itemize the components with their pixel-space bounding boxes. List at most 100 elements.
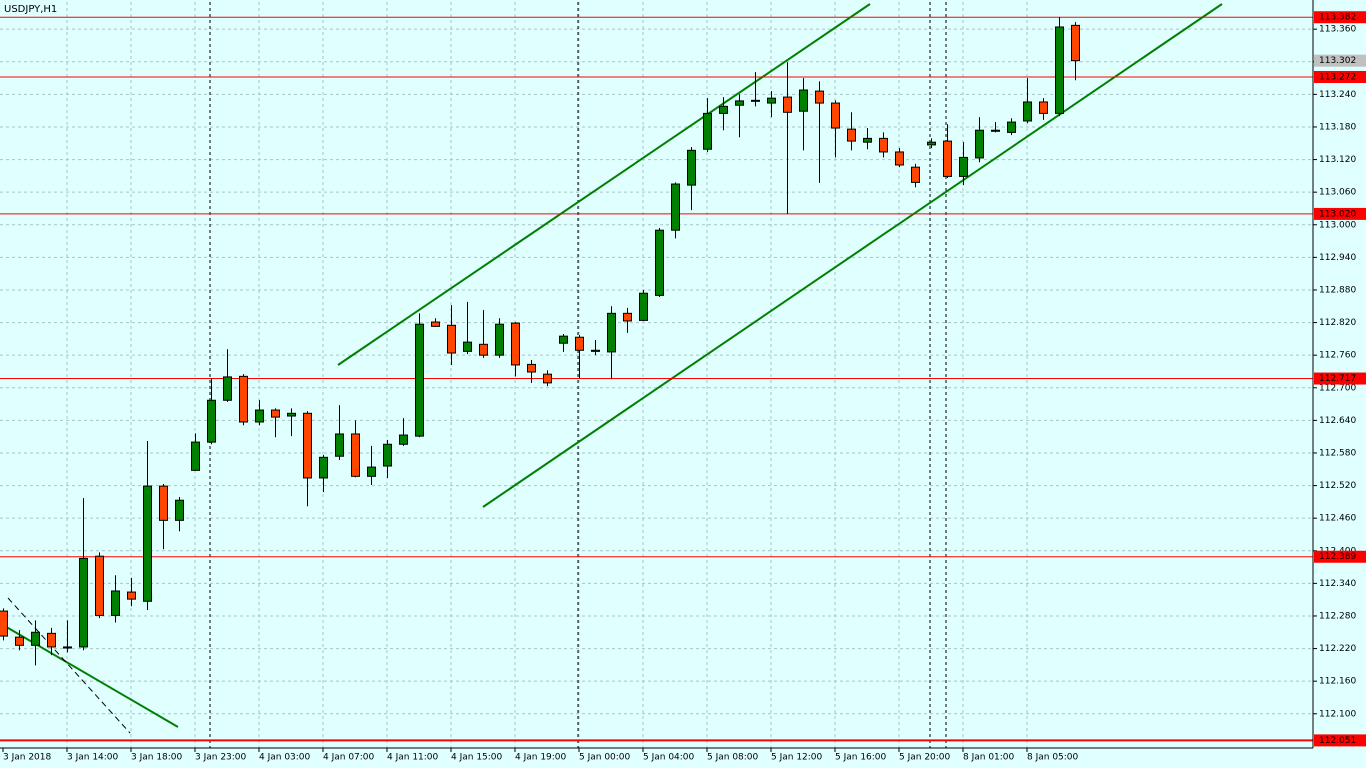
- candle-body: [303, 412, 312, 479]
- candle-body: [751, 99, 760, 102]
- y-tick-label: 113.000: [1319, 220, 1356, 230]
- x-tick-label: 4 Jan 19:00: [515, 753, 567, 763]
- y-tick-label: 112.520: [1319, 481, 1356, 491]
- candle-body: [1055, 26, 1064, 114]
- channel-lower-line: [482, 3, 1223, 508]
- candle-body: [207, 399, 216, 443]
- candle-body: [31, 631, 40, 646]
- candle-body: [559, 335, 568, 344]
- price-level-tag: [1314, 372, 1366, 385]
- chart-title: USDJPY,H1: [4, 4, 57, 15]
- y-tick-label: 112.100: [1319, 709, 1356, 719]
- candle-body: [191, 441, 200, 471]
- candle-body: [687, 149, 696, 186]
- x-tick-label: 8 Jan 01:00: [963, 753, 1015, 763]
- candle-body: [79, 557, 88, 648]
- candle-body: [447, 324, 456, 354]
- trend-line-dashed: [7, 597, 131, 734]
- candle-body: [479, 343, 488, 356]
- x-tick-label: 5 Jan 08:00: [707, 753, 759, 763]
- x-tick-label: 5 Jan 04:00: [643, 753, 695, 763]
- chart-objects: [2, 2, 1223, 748]
- candle-body: [255, 409, 264, 423]
- price-level-label: 112.717: [1319, 374, 1356, 384]
- candle-body: [287, 412, 296, 417]
- y-tick-label: 112.580: [1319, 448, 1356, 458]
- price-level-label: 112.051: [1319, 736, 1356, 746]
- y-tick-label: 113.180: [1319, 122, 1356, 132]
- candle-body: [991, 129, 1000, 132]
- candle-body: [863, 137, 872, 143]
- price-level-tag: [1314, 550, 1366, 563]
- y-tick-label: 113.240: [1319, 90, 1356, 100]
- candle-body: [95, 555, 104, 616]
- candle-body: [399, 434, 408, 445]
- price-levels: [0, 16, 1313, 742]
- y-tick-label: 113.060: [1319, 188, 1356, 198]
- candle-body: [367, 466, 376, 477]
- candle-body: [815, 90, 824, 104]
- candle-body: [927, 141, 936, 146]
- candle-body: [575, 336, 584, 351]
- candle-body: [735, 100, 744, 106]
- candle-body: [1071, 24, 1080, 62]
- candle-body: [671, 183, 680, 231]
- x-tick-label: 3 Jan 14:00: [67, 753, 119, 763]
- candle-body: [223, 376, 232, 401]
- candle-body: [431, 321, 440, 327]
- x-tick-label: 3 Jan 18:00: [131, 753, 183, 763]
- candle-body: [767, 97, 776, 104]
- candle-body: [143, 485, 152, 602]
- candle-body: [463, 341, 472, 352]
- y-tick-label: 112.160: [1319, 677, 1356, 687]
- x-tick-label: 4 Jan 11:00: [387, 753, 439, 763]
- bid-tag: [1314, 54, 1366, 67]
- candle-body: [799, 89, 808, 112]
- candle-body: [111, 590, 120, 616]
- price-level-tag: [1314, 70, 1366, 83]
- candle-body: [495, 323, 504, 356]
- price-level-tag: [1314, 207, 1366, 220]
- y-tick-label: 112.640: [1319, 416, 1356, 426]
- candle-body: [1039, 101, 1048, 114]
- y-tick-label: 112.220: [1319, 644, 1356, 654]
- candle-body: [895, 151, 904, 166]
- candle-body: [175, 499, 184, 521]
- candle-body: [1023, 101, 1032, 122]
- x-tick-label: 4 Jan 15:00: [451, 753, 503, 763]
- y-tick-label: 113.360: [1319, 25, 1356, 35]
- candle-body: [975, 129, 984, 159]
- candles: [0, 17, 1080, 666]
- y-tick-label: 112.700: [1319, 383, 1356, 393]
- candle-body: [639, 292, 648, 321]
- price-level-label: 113.020: [1319, 209, 1356, 219]
- price-level-label: 112.389: [1319, 552, 1356, 562]
- x-tick-label: 5 Jan 00:00: [579, 753, 631, 763]
- axis: 112.100 112.160 112.220 112.280 112.340 112.4…: [2, 11, 1366, 763]
- candle-body: [239, 375, 248, 423]
- candle-body: [607, 312, 616, 353]
- x-tick-label: 3 Jan 23:00: [195, 753, 247, 763]
- candle-body: [655, 229, 664, 296]
- y-tick-label: 113.120: [1319, 155, 1356, 165]
- candle-body: [383, 443, 392, 467]
- candle-body: [0, 610, 8, 637]
- candle-body: [591, 349, 600, 352]
- candle-body: [879, 137, 888, 153]
- bid-label: 113.302: [1319, 56, 1356, 66]
- candle-body: [543, 373, 552, 384]
- candle-body: [63, 646, 72, 649]
- y-tick-label: 112.280: [1319, 611, 1356, 621]
- x-tick-label: 4 Jan 03:00: [259, 753, 311, 763]
- candle-body: [319, 456, 328, 479]
- candle-body: [703, 112, 712, 150]
- x-tick-label: 5 Jan 16:00: [835, 753, 887, 763]
- y-tick-label: 112.940: [1319, 253, 1356, 263]
- y-tick-label: 112.880: [1319, 285, 1356, 295]
- candle-body: [47, 632, 56, 648]
- candle-body: [847, 128, 856, 142]
- candle-body: [623, 312, 632, 322]
- candle-body: [911, 166, 920, 183]
- x-tick-label: 5 Jan 20:00: [899, 753, 951, 763]
- x-tick-label: 5 Jan 12:00: [771, 753, 823, 763]
